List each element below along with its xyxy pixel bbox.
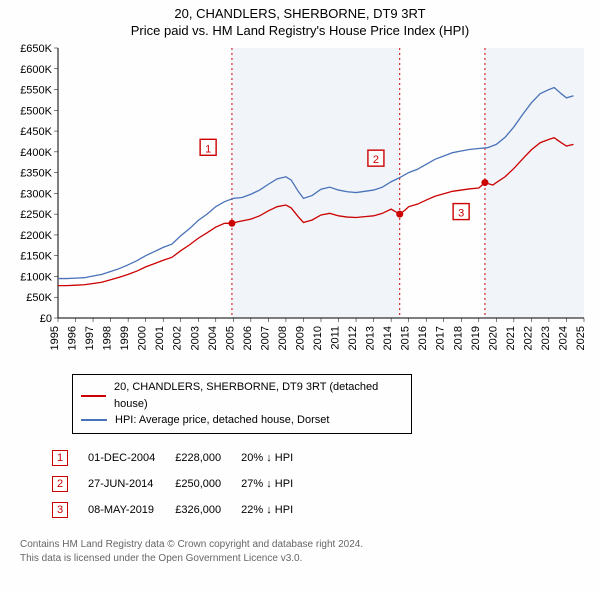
svg-text:2018: 2018 — [452, 326, 464, 350]
legend-label: HPI: Average price, detached house, Dors… — [115, 412, 329, 429]
svg-text:2011: 2011 — [330, 326, 342, 350]
svg-text:£0: £0 — [40, 313, 52, 325]
svg-text:2001: 2001 — [154, 326, 166, 350]
attribution-footer: Contains HM Land Registry data © Crown c… — [20, 538, 590, 566]
svg-text:2021: 2021 — [505, 326, 517, 350]
svg-text:2005: 2005 — [224, 326, 236, 350]
transactions-table: 1 01-DEC-2004£228,00020% ↓ HPI 2 27-JUN-201… — [50, 444, 313, 524]
legend-swatch — [81, 419, 107, 421]
svg-text:2006: 2006 — [242, 326, 254, 350]
tx-delta: 20% ↓ HPI — [241, 446, 311, 470]
svg-text:1999: 1999 — [119, 326, 131, 350]
tx-price: £250,000 — [175, 472, 239, 496]
tx-delta: 22% ↓ HPI — [241, 498, 311, 522]
legend-item: HPI: Average price, detached house, Dors… — [81, 412, 403, 429]
svg-text:1996: 1996 — [67, 326, 79, 350]
legend-item: 20, CHANDLERS, SHERBORNE, DT9 3RT (detac… — [81, 379, 403, 412]
footer-line-1: Contains HM Land Registry data © Crown c… — [20, 538, 590, 552]
svg-text:1998: 1998 — [102, 326, 114, 350]
svg-text:2023: 2023 — [540, 326, 552, 350]
svg-text:2013: 2013 — [365, 326, 377, 350]
transaction-row: 2 27-JUN-2014£250,00027% ↓ HPI — [52, 472, 311, 496]
svg-text:2000: 2000 — [137, 326, 149, 350]
chart-subtitle: Price paid vs. HM Land Registry's House … — [10, 23, 590, 38]
footer-line-2: This data is licensed under the Open Gov… — [20, 552, 590, 566]
svg-text:2012: 2012 — [347, 326, 359, 350]
svg-text:2002: 2002 — [172, 326, 184, 350]
tx-date: 08-MAY-2019 — [88, 498, 173, 522]
svg-text:1997: 1997 — [84, 326, 96, 350]
tx-price: £326,000 — [175, 498, 239, 522]
line-chart-svg: £0 £50K £100K £150K £200K £250K £300K £350K £400… — [10, 44, 590, 364]
tx-price: £228,000 — [175, 446, 239, 470]
transaction-row: 3 08-MAY-2019£326,00022% ↓ HPI — [52, 498, 311, 522]
svg-text:£200K: £200K — [20, 230, 52, 242]
transaction-row: 1 01-DEC-2004£228,00020% ↓ HPI — [52, 446, 311, 470]
svg-text:£50K: £50K — [26, 292, 52, 304]
svg-text:£150K: £150K — [20, 251, 52, 263]
svg-text:£300K: £300K — [20, 188, 52, 200]
svg-text:2017: 2017 — [435, 326, 447, 350]
svg-text:2025: 2025 — [575, 326, 587, 350]
svg-text:2009: 2009 — [294, 326, 306, 350]
title-block: 20, CHANDLERS, SHERBORNE, DT9 3RT Price … — [10, 6, 590, 38]
svg-text:2024: 2024 — [557, 326, 569, 350]
svg-text:£600K: £600K — [20, 64, 52, 76]
svg-text:2: 2 — [373, 154, 379, 166]
svg-text:2022: 2022 — [522, 326, 534, 350]
svg-text:2020: 2020 — [487, 326, 499, 350]
svg-text:2004: 2004 — [207, 326, 219, 350]
svg-text:£450K: £450K — [20, 126, 52, 138]
marker-badge: 2 — [52, 476, 68, 492]
svg-text:1995: 1995 — [49, 326, 61, 350]
tx-date: 01-DEC-2004 — [88, 446, 173, 470]
tx-delta: 27% ↓ HPI — [241, 472, 311, 496]
svg-text:3: 3 — [458, 208, 464, 220]
legend: 20, CHANDLERS, SHERBORNE, DT9 3RT (detac… — [72, 374, 412, 434]
svg-text:2016: 2016 — [417, 326, 429, 350]
plot-area: £0 £50K £100K £150K £200K £250K £300K £350K £400… — [10, 44, 590, 364]
svg-text:£550K: £550K — [20, 85, 52, 97]
svg-text:£350K: £350K — [20, 168, 52, 180]
svg-text:£650K: £650K — [20, 44, 52, 55]
svg-text:£100K: £100K — [20, 271, 52, 283]
svg-text:2007: 2007 — [259, 326, 271, 350]
svg-text:2003: 2003 — [189, 326, 201, 350]
svg-text:2008: 2008 — [277, 326, 289, 350]
svg-text:£400K: £400K — [20, 147, 52, 159]
legend-swatch — [81, 395, 106, 397]
svg-text:2019: 2019 — [470, 326, 482, 350]
chart-title: 20, CHANDLERS, SHERBORNE, DT9 3RT — [10, 6, 590, 21]
svg-text:2015: 2015 — [400, 326, 412, 350]
marker-badge: 3 — [52, 502, 68, 518]
svg-text:£500K: £500K — [20, 105, 52, 117]
svg-text:2010: 2010 — [312, 326, 324, 350]
marker-badge: 1 — [52, 450, 68, 466]
svg-text:1: 1 — [205, 143, 211, 155]
chart-container: 20, CHANDLERS, SHERBORNE, DT9 3RT Price … — [0, 0, 600, 576]
tx-date: 27-JUN-2014 — [88, 472, 173, 496]
svg-text:£250K: £250K — [20, 209, 52, 221]
svg-text:2014: 2014 — [382, 326, 394, 350]
legend-label: 20, CHANDLERS, SHERBORNE, DT9 3RT (detac… — [114, 379, 403, 412]
